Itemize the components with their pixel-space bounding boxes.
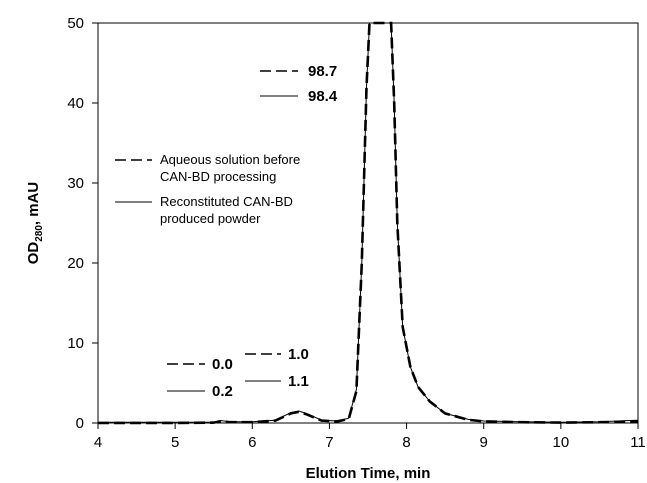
y-tick-label: 50: [67, 15, 84, 32]
annotations: 98.7 98.4 0.0 0.2 1.0 1.1: [167, 63, 338, 400]
plot-frame: [97, 22, 639, 424]
x-axis-title: Elution Time, min: [306, 465, 431, 482]
series-solid-line: [98, 22, 639, 423]
series-layer: [98, 21, 639, 425]
x-tick-label: 11: [630, 434, 646, 451]
annotation-main-dashed-value: 98.7: [308, 63, 337, 80]
y-tick-label: 10: [67, 335, 84, 352]
annotation-peak2-solid-value: 1.1: [288, 373, 309, 390]
x-tick-label: 8: [402, 434, 410, 451]
legend-dashed-label-line1: Aqueous solution before: [160, 152, 300, 167]
x-tick-label: 4: [94, 434, 102, 451]
x-tick-label: 7: [325, 434, 333, 451]
x-tick-label: 10: [553, 434, 570, 451]
annotation-peak1-dashed-value: 0.0: [212, 356, 233, 373]
x-tick-label: 5: [171, 434, 179, 451]
y-axis-title-main: OD: [25, 242, 42, 265]
y-axis-ticks: 0 10 20 30 40 50: [67, 15, 98, 432]
legend-dashed-label-line2: CAN-BD processing: [160, 169, 276, 184]
y-tick-label: 20: [67, 255, 84, 272]
x-tick-label: 6: [248, 434, 256, 451]
annotation-peak2-dashed-value: 1.0: [288, 346, 309, 363]
y-tick-label: 30: [67, 175, 84, 192]
legend: Aqueous solution before CAN-BD processin…: [115, 152, 300, 226]
legend-solid-label-line2: produced powder: [160, 211, 261, 226]
y-axis-title-unit: , mAU: [25, 182, 42, 225]
annotation-peak1-solid-value: 0.2: [212, 383, 233, 400]
y-axis-title: OD280, mAU: [25, 182, 45, 265]
legend-solid-label-line1: Reconstituted CAN-BD: [160, 194, 293, 209]
y-tick-label: 40: [67, 95, 84, 112]
y-axis-title-subscript: 280: [34, 225, 45, 242]
annotation-main-solid-value: 98.4: [308, 88, 338, 105]
x-axis-ticks: 4 5 6 7 8 9 10 11: [94, 423, 646, 451]
x-tick-label: 9: [480, 434, 488, 451]
y-tick-label: 0: [76, 415, 84, 432]
